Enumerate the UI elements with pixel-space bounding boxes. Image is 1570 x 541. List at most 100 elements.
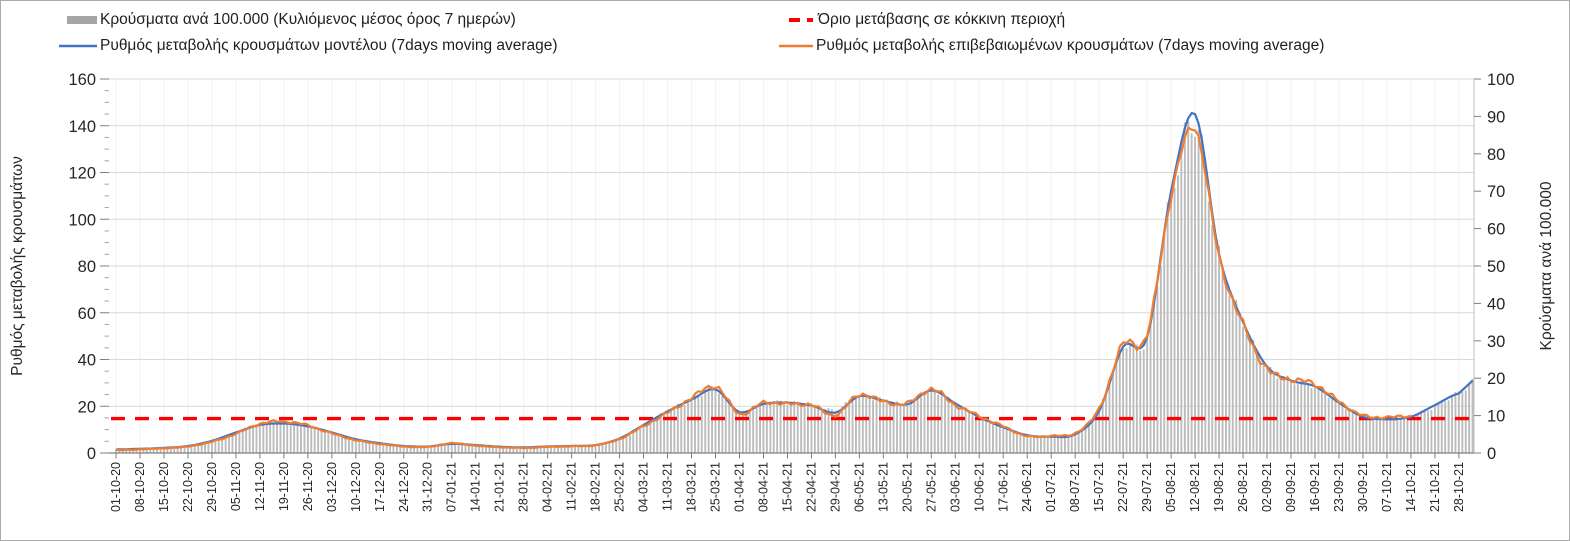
x-axis-tick-label: 28-10-21 [1452, 462, 1466, 512]
model-rate-line [115, 112, 1474, 451]
x-axis-tick-label: 15-04-21 [780, 462, 794, 512]
right-axis-title: Κρούσματα ανά 100.000 [1538, 181, 1555, 350]
x-axis-tick-label: 15-10-20 [157, 462, 171, 512]
x-axis-tick-label: 14-10-21 [1404, 462, 1418, 512]
x-axis-tick-label: 23-09-21 [1332, 462, 1346, 512]
horizontal-gridlines [109, 78, 1474, 407]
x-axis-tick-label: 19-08-21 [1212, 462, 1226, 512]
right-axis-tick-label: 30 [1487, 333, 1505, 351]
x-axis-tick-label: 07-10-21 [1380, 462, 1394, 512]
right-axis-tick-label: 90 [1487, 108, 1505, 126]
red-dashed-line-swatch-icon [789, 18, 815, 22]
x-axis-tick-label: 05-08-21 [1164, 462, 1178, 512]
x-axis-tick-label: 03-06-21 [948, 462, 962, 512]
x-axis-tick-label: 08-04-21 [756, 462, 770, 512]
x-axis-tick-label: 16-09-21 [1308, 462, 1322, 512]
x-axis-tick-label: 24-06-21 [1020, 462, 1034, 512]
x-axis-tick-label: 30-09-21 [1356, 462, 1370, 512]
x-axis-tick-label: 18-02-21 [589, 462, 603, 512]
x-axis-tick-label: 10-06-21 [972, 462, 986, 512]
gray-bar-swatch-icon [67, 16, 97, 24]
x-axis-tick-label: 14-01-21 [469, 462, 483, 512]
x-axis-ticks-and-labels: 01-10-20 08-10-20 15-10-20 22-10-20 29-10-20… [109, 453, 1466, 512]
right-axis-tick-label: 70 [1487, 183, 1505, 201]
left-axis-title: Ρυθμός μεταβολής κρουσμάτων [9, 156, 26, 376]
axis-titles: Ρυθμός μεταβολής κρουσμάτων Κρούσματα ανά… [9, 156, 1555, 376]
bars-series [115, 120, 1474, 454]
x-axis-tick-label: 26-11-20 [301, 462, 315, 511]
orange-line-swatch-icon [779, 44, 813, 48]
left-axis-ticks-and-labels: 0 20 40 60 80 100 120 140 160 [68, 71, 109, 463]
right-axis-tick-label: 60 [1487, 221, 1505, 239]
right-axis-tick-label: 20 [1487, 370, 1505, 388]
x-axis-tick-label: 20-05-21 [900, 462, 914, 512]
x-axis-tick-label: 01-10-20 [109, 462, 123, 512]
x-axis-tick-label: 08-10-20 [133, 462, 147, 512]
left-axis-tick-label: 80 [78, 258, 96, 276]
x-axis-tick-label: 07-01-21 [445, 462, 459, 512]
x-axis-tick-label: 04-03-21 [637, 462, 651, 512]
left-axis-tick-label: 0 [87, 445, 96, 463]
x-axis-tick-label: 24-12-20 [397, 462, 411, 512]
x-axis-tick-label: 22-04-21 [804, 462, 818, 512]
x-axis-tick-label: 21-10-21 [1428, 462, 1442, 512]
x-axis-tick-label: 09-09-21 [1284, 462, 1298, 512]
x-axis-tick-label: 18-03-21 [685, 462, 699, 512]
x-axis-tick-label: 29-04-21 [828, 462, 842, 512]
x-axis-tick-label: 11-02-21 [565, 462, 579, 511]
right-axis-tick-label: 40 [1487, 295, 1505, 313]
x-axis-tick-label: 11-03-21 [661, 462, 675, 511]
x-axis-tick-label: 27-05-21 [924, 462, 938, 512]
x-axis-tick-label: 25-02-21 [613, 462, 627, 512]
x-axis-tick-label: 01-07-21 [1044, 462, 1058, 512]
left-axis-tick-label: 120 [68, 165, 96, 183]
x-axis-tick-label: 28-01-21 [517, 462, 531, 512]
x-axis-tick-label: 08-07-21 [1068, 462, 1082, 512]
left-axis-tick-label: 140 [68, 118, 96, 136]
x-axis-tick-label: 29-10-20 [205, 462, 219, 512]
right-axis-tick-label: 0 [1487, 445, 1496, 463]
right-axis-tick-label: 80 [1487, 146, 1505, 164]
x-axis-tick-label: 12-11-20 [253, 462, 267, 511]
right-axis-tick-label: 50 [1487, 258, 1505, 276]
x-axis-tick-label: 17-12-20 [373, 462, 387, 512]
blue-line-swatch-icon [59, 44, 97, 48]
x-axis-tick-label: 02-09-21 [1260, 462, 1274, 512]
x-axis-tick-label: 04-02-21 [541, 462, 555, 512]
legend-item-model-rate: Ρυθμός μεταβολής κρουσμάτων μοντέλου (7d… [59, 36, 558, 56]
x-axis-tick-label: 29-07-21 [1140, 462, 1154, 512]
legend-label: Ρυθμός μεταβολής κρουσμάτων μοντέλου (7d… [100, 37, 558, 54]
x-axis-tick-label: 22-07-21 [1116, 462, 1130, 512]
x-axis-tick-label: 12-08-21 [1188, 462, 1202, 512]
left-axis-tick-label: 20 [78, 398, 96, 416]
x-axis-tick-label: 26-08-21 [1236, 462, 1250, 512]
left-axis-tick-label: 160 [68, 71, 96, 89]
x-axis-tick-label: 03-12-20 [325, 462, 339, 512]
left-axis-tick-label: 40 [78, 352, 96, 370]
legend-label: Κρούσματα ανά 100.000 (Κυλιόμενος μέσος … [100, 11, 516, 28]
right-axis-tick-label: 100 [1487, 71, 1515, 89]
x-axis-tick-label: 06-05-21 [852, 462, 866, 512]
left-axis-tick-label: 60 [78, 305, 96, 323]
right-axis-ticks-and-labels: 0 10 20 30 40 50 60 70 80 90 100 [1474, 71, 1515, 463]
x-axis-tick-label: 17-06-21 [996, 462, 1010, 512]
x-axis-tick-label: 01-04-21 [732, 462, 746, 512]
right-axis-tick-label: 10 [1487, 408, 1505, 426]
confirmed-rate-line [115, 126, 1412, 452]
x-axis-tick-label: 05-11-20 [229, 462, 243, 511]
legend-item-cases-per-100k: Κρούσματα ανά 100.000 (Κυλιόμενος μέσος … [67, 10, 516, 30]
left-axis-tick-label: 100 [68, 211, 96, 229]
legend-label: Όριο μετάβασης σε κόκκινη περιοχή [818, 11, 1066, 28]
x-axis-tick-label: 25-03-21 [709, 462, 723, 512]
x-axis-tick-label: 10-12-20 [349, 462, 363, 512]
x-axis-tick-label: 13-05-21 [876, 462, 890, 512]
x-axis-tick-label: 21-01-21 [493, 462, 507, 512]
x-axis-tick-label: 15-07-21 [1092, 462, 1106, 512]
legend-item-confirmed-rate: Ρυθμός μεταβολής επιβεβαιωμένων κρουσμάτ… [779, 36, 1324, 56]
x-axis-tick-label: 22-10-20 [181, 462, 195, 512]
legend-item-red-threshold: Όριο μετάβασης σε κόκκινη περιοχή [789, 10, 1065, 30]
x-axis-tick-label: 31-12-20 [421, 462, 435, 512]
legend-label: Ρυθμός μεταβολής επιβεβαιωμένων κρουσμάτ… [816, 37, 1325, 54]
